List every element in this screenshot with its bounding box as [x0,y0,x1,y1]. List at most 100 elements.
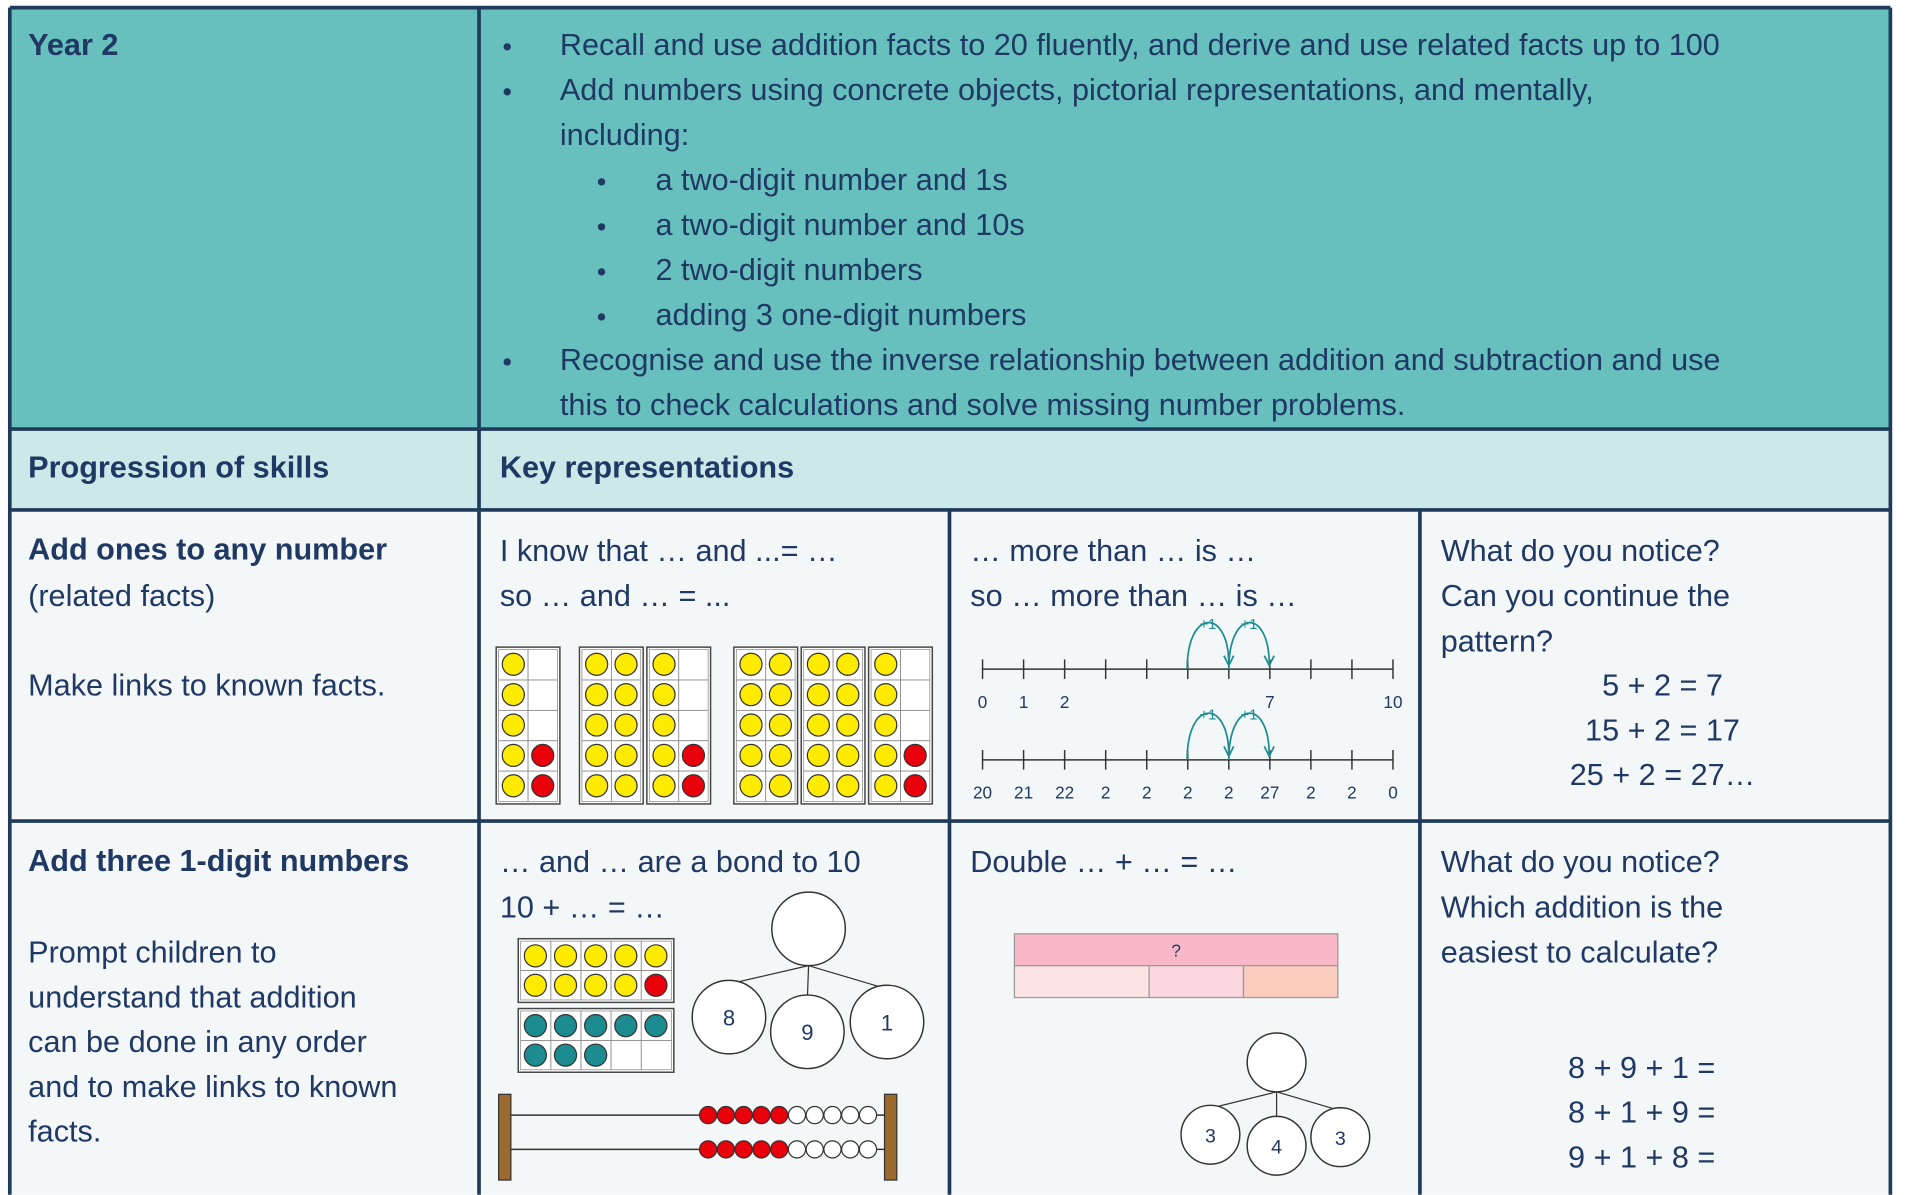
counter [806,774,831,798]
counter [739,743,763,768]
abacus-bead [823,1105,842,1125]
objective-text: Recognise and use the inverse relationsh… [560,343,1721,377]
counter [523,1043,548,1067]
counter [836,774,860,798]
part-whole-number: 9 [801,1020,813,1045]
counter [903,774,927,798]
ten-frame-cell [765,770,796,802]
counter [739,652,763,676]
cell-text: Which addition is the [1441,890,1723,924]
abacus-post [883,1093,898,1181]
part-whole-number: 3 [1335,1128,1346,1150]
sub-objective-text: adding 3 one-digit numbers [655,298,1026,332]
part-whole-part [1180,1104,1241,1165]
abacus-bead [858,1105,878,1125]
skill-text: understand that addition [28,980,356,1014]
abacus-bead [858,1140,878,1159]
table-borders [7,5,1893,1195]
counter [584,1014,608,1038]
bullet [597,178,606,186]
number-line-label: 10 [1383,692,1402,712]
number-line-label: 21 [1014,783,1033,803]
counter [501,683,525,707]
objective-text: Recall and use addition facts to 20 flue… [560,28,1720,62]
cell-text: … more than … is … [970,534,1256,568]
counter [614,713,638,737]
counter [501,713,525,737]
sub-objective-text: a two-digit number and 10s [655,208,1024,242]
abacus-bead [769,1140,789,1159]
counter [836,713,860,737]
cell-text: 10 + … = … [500,890,665,924]
cell-text: so … more than … is … [970,579,1297,613]
counter [584,774,609,798]
counter [614,683,638,707]
abacus-bead [805,1105,824,1125]
part-whole-number: 4 [1271,1136,1282,1158]
part-whole-whole [1246,1032,1307,1093]
counter [584,683,609,707]
number-line-label: 2 [1306,783,1316,803]
cell-text: I know that … and ...= … [500,534,838,568]
objective-text: this to check calculations and solve mis… [560,388,1406,422]
counter [806,713,831,737]
ten-frame-cell [640,1040,672,1071]
number-line-label: 27 [1260,783,1279,803]
abacus-post [498,1093,512,1181]
counter [531,774,555,798]
abacus-bead [752,1105,771,1125]
number-line-label: 2 [1224,783,1234,803]
cell-text: What do you notice? [1441,534,1720,568]
counter [614,743,638,768]
bullet [597,223,606,231]
skill-text: facts. [28,1115,101,1149]
skill-text: and to make links to known [28,1070,397,1104]
equation: 25 + 2 = 27… [1570,758,1756,792]
subheader-left: Progression of skills [28,451,329,485]
abacus-bead [734,1105,753,1125]
cell-text: pattern? [1441,625,1553,659]
bar-part [1242,965,1339,999]
equation: 8 + 9 + 1 = [1568,1051,1715,1085]
number-line-label: 1 [1019,692,1029,712]
counter [806,652,831,676]
counter [836,683,860,707]
counter [523,944,548,968]
part-whole-link [1210,1091,1277,1109]
skill-title: Add three 1-digit numbers [28,844,409,878]
counter [874,683,898,707]
number-line-label: 0 [978,692,988,712]
objective-text: Add numbers using concrete objects, pict… [560,73,1594,107]
counter [652,774,676,798]
counter [874,652,898,676]
counter [739,683,763,707]
counter [681,743,706,768]
bar-part [1013,965,1150,999]
counter [768,774,793,798]
counter [553,973,578,997]
jump-label: +1 [1241,708,1258,724]
counter [614,652,638,676]
sub-objective-text: a two-digit number and 1s [655,163,1007,197]
counter [739,713,763,737]
part-whole-link [806,965,810,999]
counter [614,973,638,997]
counter [614,1014,638,1038]
part-whole-link [808,965,888,990]
counter [874,743,898,768]
counter [614,774,638,798]
part-whole-whole [771,891,847,967]
counter [553,1043,578,1067]
ten-frame-cell [640,970,672,1001]
number-line-label: 2 [1060,692,1070,712]
counter [584,973,608,997]
jump-label: +1 [1200,617,1217,633]
counter [652,683,676,707]
cell-text: Can you continue the [1441,579,1730,613]
part-whole-link [1276,1091,1341,1112]
counter [584,713,609,737]
abacus-bead [787,1140,807,1159]
counter [584,743,609,768]
counter [531,743,555,768]
